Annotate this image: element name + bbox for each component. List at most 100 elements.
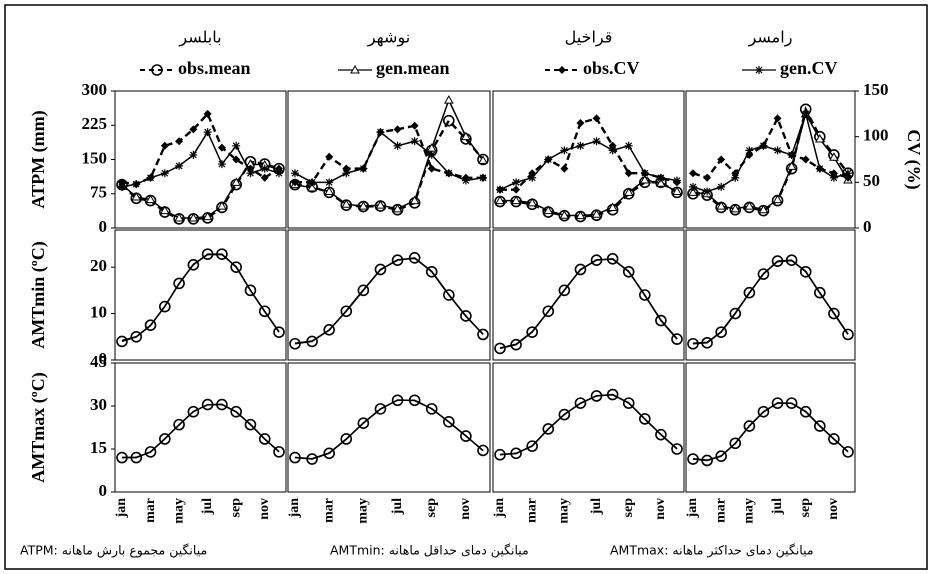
x-tick-label: sep	[424, 498, 439, 518]
series-line	[692, 402, 849, 461]
x-tick-label: may	[356, 498, 371, 524]
marker	[187, 259, 200, 271]
marker	[528, 173, 537, 182]
marker	[772, 194, 783, 204]
marker	[159, 433, 171, 445]
marker	[542, 305, 555, 318]
marker	[526, 326, 538, 338]
marker	[717, 182, 726, 191]
marker	[560, 146, 569, 155]
x-tick-label: may	[171, 498, 186, 524]
legend-label: obs.mean	[178, 58, 251, 78]
marker	[341, 199, 352, 208]
series-line	[294, 130, 484, 184]
marker	[118, 182, 126, 191]
caption: AMTmax: میانگین دمای حداکثر ماهانه	[610, 543, 814, 559]
legend-label: gen.CV	[780, 58, 838, 78]
y-axis-title: AMTmin (ºC)	[28, 241, 49, 348]
x-tick-label: sep	[228, 498, 243, 518]
marker	[188, 212, 199, 222]
panel	[492, 229, 685, 361]
y-axis-title: ATPM (mm)	[28, 110, 49, 208]
marker	[393, 125, 402, 134]
panel	[685, 229, 856, 361]
marker	[542, 423, 555, 435]
marker	[689, 169, 697, 178]
marker	[801, 155, 810, 164]
marker	[324, 186, 335, 195]
x-tick-label: mar	[524, 498, 539, 523]
marker	[116, 335, 128, 348]
marker	[444, 169, 453, 178]
x-tick-label: may	[557, 498, 572, 524]
x-tick-label: jan	[287, 498, 302, 519]
marker	[773, 146, 782, 155]
marker	[689, 182, 697, 191]
x-tick-label: nov	[458, 498, 473, 520]
marker	[232, 155, 241, 164]
marker	[132, 180, 141, 189]
marker	[173, 277, 185, 290]
marker	[496, 185, 504, 194]
panel	[287, 229, 491, 361]
marker	[731, 173, 740, 182]
marker	[357, 417, 370, 430]
y-tick-label: 10	[90, 302, 107, 321]
marker	[758, 204, 769, 214]
y-axis-title: AMTmax (ºC)	[28, 372, 49, 482]
series-line	[121, 111, 280, 186]
x-tick-label: may	[742, 498, 757, 524]
marker	[558, 284, 571, 297]
marker	[560, 164, 569, 173]
marker	[159, 300, 171, 313]
marker	[607, 202, 618, 211]
panel	[685, 90, 856, 229]
marker	[829, 173, 838, 182]
marker	[427, 164, 436, 173]
marker	[273, 326, 285, 338]
caption: AMTmin: میانگین دمای حداقل ماهانه	[330, 543, 529, 559]
series-line	[121, 130, 280, 188]
marker	[479, 173, 487, 182]
marker	[477, 328, 489, 341]
marker	[443, 114, 455, 127]
y2-axis-title: CV (%)	[903, 129, 924, 189]
marker	[801, 109, 810, 118]
marker	[203, 128, 212, 137]
marker	[673, 176, 681, 185]
marker	[759, 141, 768, 150]
marker	[576, 141, 585, 150]
marker	[745, 146, 754, 155]
marker	[410, 137, 419, 146]
marker	[624, 169, 633, 178]
marker	[393, 141, 402, 150]
series-line	[121, 160, 280, 221]
marker	[187, 405, 200, 418]
x-tick-label: jan	[685, 498, 700, 519]
marker	[729, 437, 742, 450]
marker	[828, 307, 840, 320]
marker	[844, 169, 852, 178]
series-line	[294, 257, 484, 345]
x-tick-label: mar	[143, 498, 158, 523]
marker	[159, 205, 170, 215]
marker	[639, 289, 651, 301]
y2-tick-label: 0	[863, 217, 872, 236]
series-line	[294, 257, 484, 345]
marker	[715, 450, 727, 462]
marker	[244, 418, 257, 431]
series-line	[499, 394, 678, 456]
marker	[729, 307, 742, 320]
marker	[145, 194, 156, 204]
y2-tick-label: 100	[863, 126, 889, 145]
marker	[323, 447, 335, 460]
marker	[146, 173, 155, 182]
marker	[260, 164, 269, 173]
marker	[814, 133, 825, 143]
marker	[144, 446, 157, 458]
marker	[460, 430, 472, 442]
marker	[544, 155, 553, 164]
marker	[478, 155, 488, 164]
marker	[744, 201, 755, 210]
